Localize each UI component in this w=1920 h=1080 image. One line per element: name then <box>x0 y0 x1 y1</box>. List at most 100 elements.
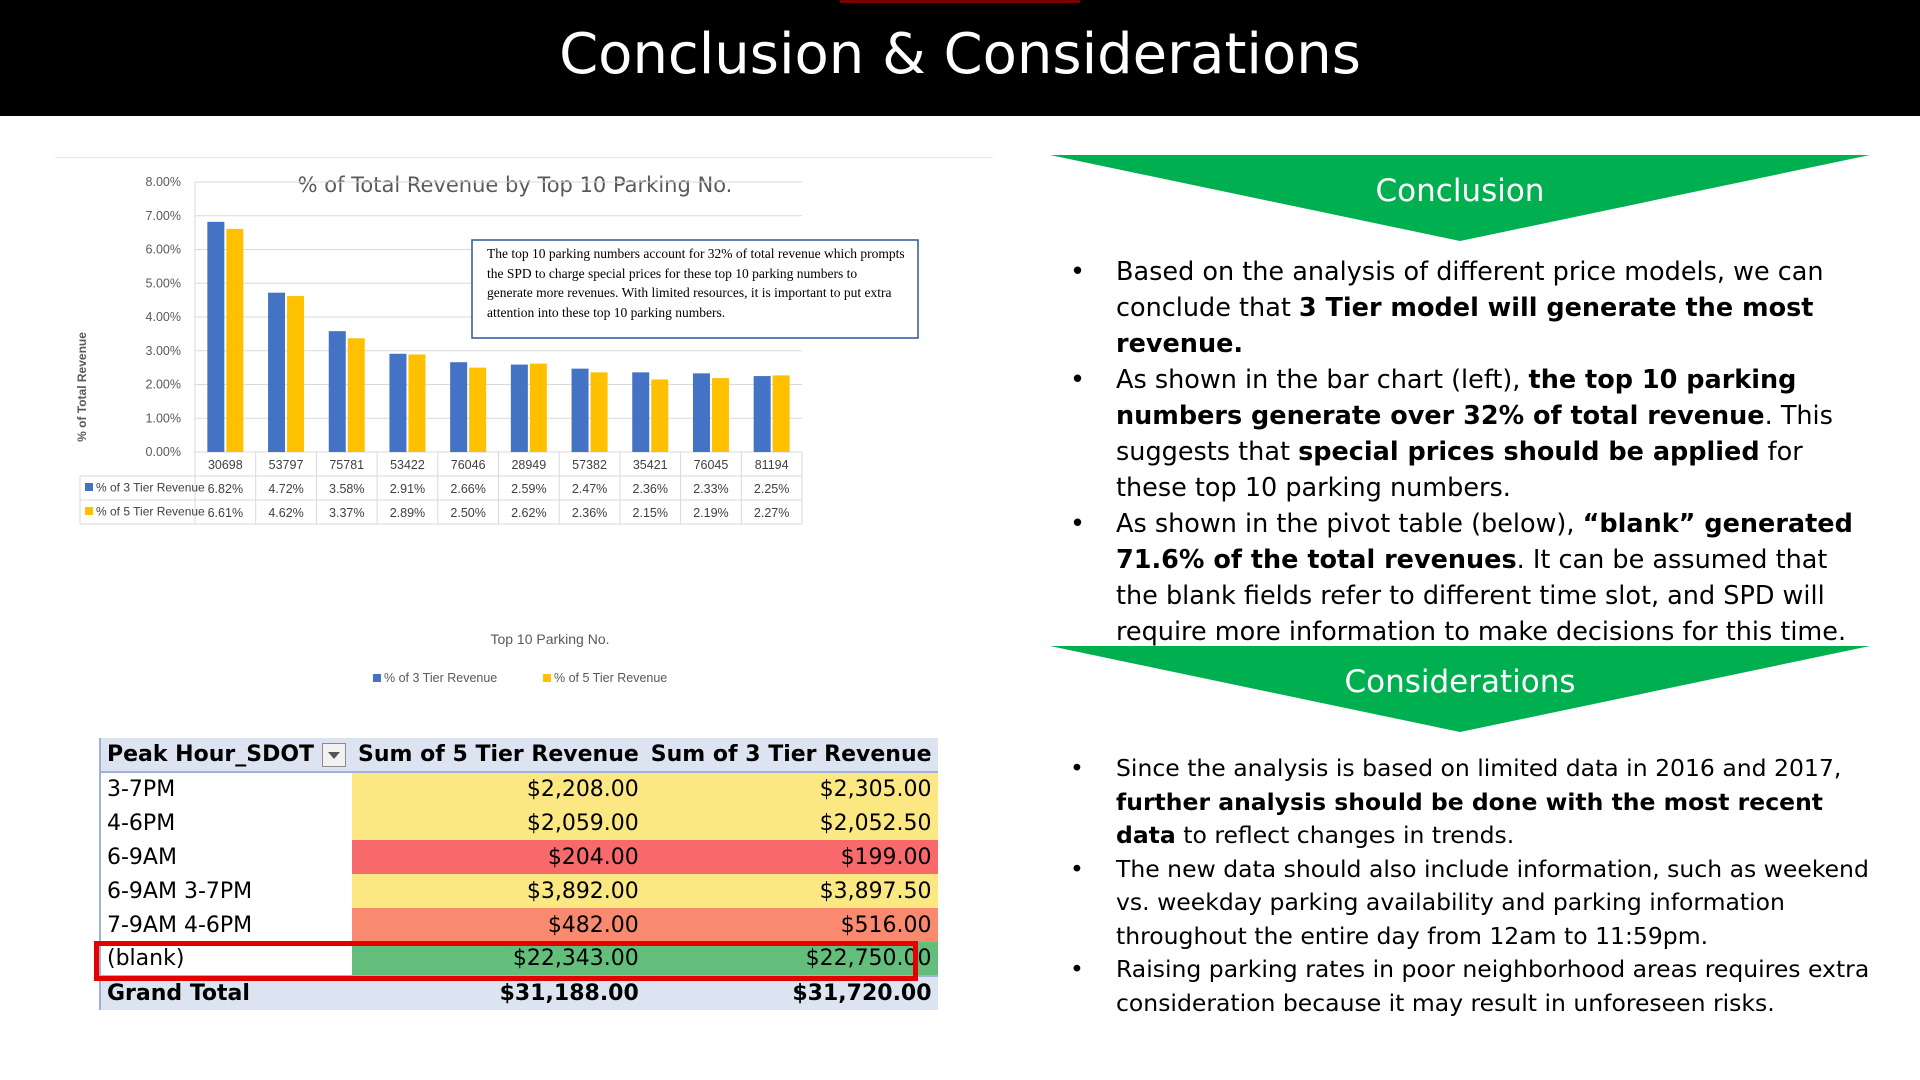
data-table-series-key <box>85 483 93 491</box>
bar-5-tier <box>347 338 365 452</box>
pivot-row-label: (blank) <box>98 942 353 976</box>
bar-3-tier <box>753 376 771 452</box>
bar-3-tier <box>632 372 650 452</box>
chart-category-label: 57382 <box>572 458 607 472</box>
chart-category-label: 76046 <box>451 458 486 472</box>
pivot-row: 3-7PM $2,208.00 $2,305.00 <box>98 772 938 806</box>
considerations-list: Since the analysis is based on limited d… <box>1070 752 1870 1020</box>
chart-data-label: 6.61% <box>208 506 243 520</box>
pivot-grand-total-row: Grand Total $31,188.00 $31,720.00 <box>98 975 938 1010</box>
bar-3-tier <box>510 364 528 452</box>
chart-y-tick-label: 4.00% <box>146 310 181 324</box>
conclusion-title: Conclusion <box>1375 173 1545 209</box>
bar-3-tier <box>571 368 589 452</box>
pivot-table: Peak Hour_SDOT Sum of 5 Tier Revenue Sum… <box>98 738 938 1010</box>
chart-data-label: 2.62% <box>511 506 546 520</box>
chart-data-label: 2.36% <box>633 482 668 496</box>
bar-3-tier <box>268 292 286 452</box>
chart-data-label: 2.50% <box>450 506 485 520</box>
chart-y-tick-label: 1.00% <box>146 411 181 425</box>
chart-x-axis-label: Top 10 Parking No. <box>490 631 609 647</box>
conclusion-list: Based on the analysis of different price… <box>1070 254 1870 650</box>
bar-3-tier <box>328 331 346 452</box>
pivot-cell-3-tier: $199.00 <box>644 840 938 874</box>
chart-data-label: 2.25% <box>754 482 789 496</box>
chart-data-label: 3.37% <box>329 506 364 520</box>
slide-title: Conclusion & Considerations <box>559 22 1361 87</box>
considerations-banner: Considerations <box>1050 646 1870 732</box>
conclusion-bullet: As shown in the pivot table (below), “bl… <box>1070 506 1870 650</box>
bar-3-tier <box>389 353 407 452</box>
chart-y-tick-label: 6.00% <box>146 243 181 257</box>
chart-y-tick-label: 5.00% <box>146 276 181 290</box>
bar-5-tier <box>408 354 426 452</box>
pivot-row-label: 7-9AM 4-6PM <box>98 908 353 942</box>
considerations-bullet: Since the analysis is based on limited d… <box>1070 752 1870 853</box>
pivot-row-label: 6-9AM <box>98 840 353 874</box>
pivot-cell-5-tier: $3,892.00 <box>352 874 645 908</box>
slide-header <box>0 0 1920 116</box>
chart-data-label: 6.82% <box>208 482 243 496</box>
conclusion-bullet: As shown in the bar chart (left), the to… <box>1070 362 1870 506</box>
pivot-cell-5-tier: $2,059.00 <box>352 806 645 840</box>
chart-y-tick-label: 2.00% <box>146 378 181 392</box>
chart-y-tick-label: 0.00% <box>146 445 181 459</box>
legend-swatch <box>373 674 381 682</box>
pivot-cell-3-tier: $2,052.50 <box>644 806 938 840</box>
chart-annotation-text: The top 10 parking numbers account for 3… <box>487 246 905 320</box>
bar-5-tier <box>226 228 244 452</box>
pivot-row: 6-9AM 3-7PM $3,892.00 $3,897.50 <box>98 874 938 908</box>
bar-5-tier <box>469 367 487 452</box>
pivot-cell-3-tier: $22,750.00 <box>644 942 938 976</box>
pivot-row-label: 3-7PM <box>98 772 353 806</box>
pivot-total-3-tier: $31,720.00 <box>644 975 938 1010</box>
legend-label: % of 3 Tier Revenue <box>384 671 497 685</box>
bar-5-tier <box>711 378 729 452</box>
chart-title: % of Total Revenue by Top 10 Parking No. <box>298 173 733 197</box>
conclusion-bullet: Based on the analysis of different price… <box>1070 254 1870 362</box>
chart-data-label: 2.33% <box>693 482 728 496</box>
pivot-row: 7-9AM 4-6PM $482.00 $516.00 <box>98 908 938 942</box>
revenue-chart-svg: % of Total Revenue by Top 10 Parking No.… <box>75 173 919 685</box>
chart-data-label: 2.59% <box>511 482 546 496</box>
chart-category-label: 30698 <box>208 458 243 472</box>
header-accent-bar <box>840 0 1080 3</box>
conclusion-banner-shape <box>1050 155 1870 241</box>
chart-data-label: 2.36% <box>572 506 607 520</box>
chart-y-tick-label: 7.00% <box>146 209 181 223</box>
pivot-header-peak-hour: Peak Hour_SDOT <box>98 738 353 773</box>
pivot-total-label: Grand Total <box>98 975 353 1010</box>
chart-category-label: 53422 <box>390 458 425 472</box>
data-table-series-key <box>85 507 93 515</box>
considerations-bullet: The new data should also include informa… <box>1070 853 1870 954</box>
filter-dropdown-icon[interactable] <box>322 743 347 767</box>
chart-y-tick-label: 8.00% <box>146 175 181 189</box>
data-table-series-name: % of 3 Tier Revenue <box>96 481 205 495</box>
considerations-banner-shape <box>1050 646 1870 732</box>
chart-data-label: 2.89% <box>390 506 425 520</box>
chart-category-label: 28949 <box>511 458 546 472</box>
chart-category-label: 35421 <box>633 458 668 472</box>
chart-category-label: 75781 <box>329 458 364 472</box>
bar-3-tier <box>450 362 468 452</box>
pivot-cell-5-tier: $482.00 <box>352 908 645 942</box>
data-table-series-name: % of 5 Tier Revenue <box>96 505 205 519</box>
conclusion-banner: Conclusion <box>1050 155 1870 241</box>
chart-data-label: 4.62% <box>268 506 303 520</box>
bar-5-tier <box>529 363 547 452</box>
bar-3-tier <box>692 373 710 452</box>
pivot-row: 4-6PM $2,059.00 $2,052.50 <box>98 806 938 840</box>
chart-data-label: 2.15% <box>633 506 668 520</box>
chart-data-label: 2.66% <box>450 482 485 496</box>
pivot-cell-3-tier: $3,897.50 <box>644 874 938 908</box>
bar-3-tier <box>207 221 225 452</box>
pivot-row: (blank) $22,343.00 $22,750.00 <box>98 942 938 976</box>
chart-data-label: 2.91% <box>390 482 425 496</box>
blank-row-highlight <box>94 941 918 981</box>
pivot-total-5-tier: $31,188.00 <box>352 975 645 1010</box>
pivot-header-row: Peak Hour_SDOT Sum of 5 Tier Revenue Sum… <box>98 738 938 773</box>
pivot-header-3-tier: Sum of 3 Tier Revenue <box>644 738 938 773</box>
pivot-cell-5-tier: $22,343.00 <box>352 942 645 976</box>
chart-y-axis-label: % of Total Revenue <box>75 332 89 442</box>
chart-data-label: 3.58% <box>329 482 364 496</box>
